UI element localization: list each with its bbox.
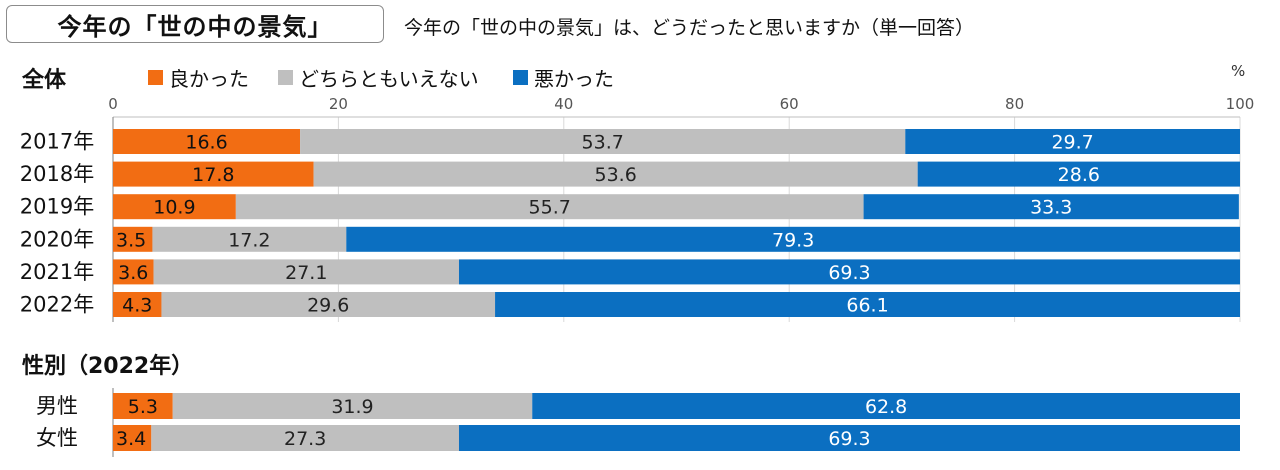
bar-segment-bad [905, 129, 1240, 154]
bar-segment-good [113, 194, 236, 220]
x-tick-label: 80 [1005, 95, 1024, 113]
bar-segment-good [113, 259, 154, 285]
bar-segment-bad [346, 226, 1240, 252]
bar-segment-neutral [235, 194, 864, 220]
legend-swatch-good [148, 70, 163, 85]
bar-segment-good [113, 393, 173, 419]
x-tick-label: 60 [780, 95, 799, 113]
category-label: 2021年 [20, 260, 94, 284]
legend-item-neutral: どちらともいえない [278, 63, 479, 92]
legend-item-bad: 悪かった [513, 63, 614, 92]
data-label: 5.3 [128, 396, 158, 418]
bar-segment-neutral [172, 393, 533, 419]
data-label: 10.9 [153, 197, 195, 219]
bar-segment-good [113, 226, 153, 252]
bar-segment-neutral [153, 259, 459, 285]
data-label: 17.8 [192, 164, 234, 186]
data-label: 53.6 [594, 164, 636, 186]
data-label: 28.6 [1058, 164, 1100, 186]
data-label: 3.5 [116, 229, 146, 251]
data-label: 17.2 [228, 229, 270, 251]
legend-label-bad: 悪かった [534, 67, 614, 91]
category-label: 男性 [36, 394, 78, 418]
category-label: 女性 [36, 426, 78, 450]
data-label: 27.1 [285, 262, 327, 284]
category-label: 2019年 [20, 195, 94, 219]
bar-segment-bad [917, 161, 1240, 187]
bar-segment-bad [458, 259, 1240, 285]
legend-swatch-neutral [278, 70, 293, 85]
data-label: 31.9 [331, 396, 373, 418]
data-label: 29.6 [307, 295, 349, 317]
data-label: 55.7 [529, 197, 571, 219]
bar-segment-neutral [300, 129, 906, 154]
x-tick-label: 0 [108, 95, 118, 113]
legend-label-good: 良かった [169, 67, 249, 91]
bar-segment-neutral [313, 161, 918, 187]
unit-label: % [1231, 62, 1246, 80]
bar-segment-bad [863, 194, 1239, 220]
legend-item-good: 良かった [148, 63, 249, 92]
section-label-overall: 全体 [22, 68, 67, 93]
bar-segment-good [113, 292, 162, 317]
question-text: 今年の「世の中の景気」は、どうだったと思いますか（単一回答） [404, 17, 975, 39]
bar-segment-bad [495, 292, 1241, 317]
data-label: 33.3 [1030, 197, 1072, 219]
section-label-gender: 性別（2022年） [22, 354, 194, 379]
category-label: 2017年 [20, 130, 94, 154]
bar-segment-neutral [152, 226, 347, 252]
category-label: 2022年 [20, 293, 94, 317]
data-label: 79.3 [772, 229, 814, 251]
data-label: 69.3 [828, 262, 870, 284]
data-label: 69.3 [828, 428, 870, 450]
x-tick-label: 40 [554, 95, 573, 113]
bar-segment-neutral [161, 292, 496, 317]
bar-segment-good [113, 161, 314, 187]
category-label: 2020年 [20, 227, 94, 251]
legend-label-neutral: どちらともいえない [299, 67, 479, 91]
x-tick-label: 100 [1226, 95, 1255, 113]
bar-segment-neutral [151, 425, 459, 451]
legend-swatch-bad [513, 70, 528, 85]
bar-segment-bad [532, 393, 1240, 419]
category-label: 2018年 [20, 162, 94, 186]
data-label: 27.3 [284, 428, 326, 450]
bar-segment-good [113, 129, 301, 154]
chart-title: 今年の「世の中の景気」 [6, 5, 384, 43]
data-label: 29.7 [1051, 132, 1093, 154]
x-tick-label: 20 [329, 95, 348, 113]
data-label: 16.6 [185, 132, 227, 154]
data-label: 3.4 [116, 428, 146, 450]
data-label: 3.6 [118, 262, 148, 284]
bar-segment-good [113, 425, 152, 451]
data-label: 62.8 [865, 396, 907, 418]
data-label: 53.7 [582, 132, 624, 154]
data-label: 66.1 [846, 295, 888, 317]
bar-segment-bad [458, 425, 1240, 451]
data-label: 4.3 [122, 295, 152, 317]
